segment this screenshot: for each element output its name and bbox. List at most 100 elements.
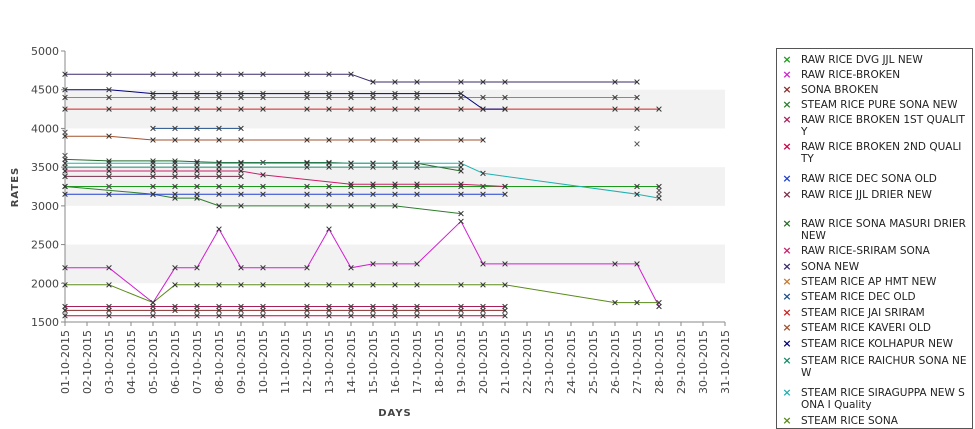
x-tick-label: 20-10-2015: [477, 330, 490, 394]
data-point: [62, 94, 68, 101]
data-point: [392, 181, 398, 187]
legend-label: STEAM RICE KOLHAPUR NEW: [801, 338, 954, 350]
data-point: [260, 282, 266, 288]
data-point: [348, 137, 354, 143]
legend-label: SONA BROKEN: [801, 84, 879, 96]
data-point: [260, 90, 266, 97]
data-point: [216, 106, 222, 112]
data-point: [370, 203, 376, 209]
data-point: [150, 125, 156, 132]
data-point: [62, 191, 68, 197]
data-point: [260, 106, 266, 112]
data-point: [370, 313, 376, 319]
legend-marker-icon: ×: [782, 321, 792, 334]
data-point: [304, 282, 310, 288]
data-point: [194, 191, 200, 197]
legend-label: STEAM RICE AP HMT NEW: [801, 276, 937, 288]
x-axis-ticks: 01-10-2015 02-10-2015 03-10-2015 04-10-2015…: [59, 322, 732, 394]
data-point: [612, 299, 618, 306]
data-point: [150, 158, 156, 164]
legend-label: RAW RICE BROKEN 1ST QUALITY: [801, 114, 965, 138]
series-line: [65, 220, 660, 307]
x-tick-label: 13-10-2015: [323, 330, 336, 394]
x-tick-label: 02-10-2015: [81, 330, 94, 394]
data-point: [216, 125, 222, 132]
data-point: [62, 71, 68, 77]
y-tick-label: 3000: [31, 200, 59, 213]
data-point: [238, 106, 244, 112]
data-point: [260, 265, 266, 271]
data-point: [172, 173, 178, 180]
data-point: [238, 303, 244, 310]
data-point: [106, 282, 112, 288]
y-tick-label: 3500: [31, 161, 59, 174]
data-point: [304, 303, 310, 310]
series-2: [62, 307, 508, 314]
legend-marker-icon: ×: [782, 386, 792, 399]
chart-legend: × RAW RICE DVG JJL NEW × RAW RICE-BROKEN × SO…: [776, 48, 973, 429]
data-point: [150, 313, 156, 319]
legend-label: STEAM RICE SIRAGUPPA NEW SONA I Quality: [801, 387, 965, 411]
data-point: [348, 90, 354, 97]
data-point: [238, 160, 244, 167]
data-point: [370, 303, 376, 310]
x-tick-label: 14-10-2015: [345, 330, 358, 394]
data-point: [414, 191, 420, 197]
data-point: [238, 265, 244, 271]
data-point: [458, 106, 464, 112]
data-point: [392, 203, 398, 209]
data-point: [304, 265, 310, 271]
legend-marker-icon: ×: [782, 53, 792, 66]
data-point: [414, 303, 420, 310]
data-point: [480, 191, 486, 197]
legend-marker-icon: ×: [782, 306, 792, 319]
data-point: [480, 79, 486, 85]
data-point: [106, 133, 112, 139]
data-point: [216, 191, 222, 197]
legend-marker-icon: ×: [782, 140, 792, 153]
y-tick-label: 5000: [31, 45, 59, 58]
data-point: [370, 181, 376, 187]
data-point: [612, 106, 618, 112]
data-point: [106, 183, 112, 190]
data-point: [194, 313, 200, 319]
legend-marker-icon: ×: [782, 217, 792, 230]
data-point: [150, 183, 156, 190]
data-point: [62, 313, 68, 319]
x-tick-label: 18-10-2015: [433, 330, 446, 394]
data-point: [150, 160, 156, 167]
series-3: [62, 183, 464, 217]
data-point: [238, 137, 244, 143]
x-tick-label: 01-10-2015: [59, 330, 72, 394]
data-point: [392, 106, 398, 112]
y-tick-label: 4000: [31, 122, 59, 135]
data-point: [348, 160, 354, 167]
series-14: [62, 133, 486, 143]
series-7: [62, 173, 244, 180]
data-point: [326, 226, 332, 232]
data-point: [304, 183, 310, 190]
legend-label: STEAM RICE RAICHUR SONA NEW: [801, 355, 967, 379]
data-point: [392, 90, 398, 97]
data-point: [216, 303, 222, 310]
data-point: [656, 106, 662, 112]
data-point: [238, 191, 244, 197]
data-point: [392, 183, 398, 190]
series-10: [62, 71, 640, 85]
data-point: [304, 71, 310, 77]
data-point: [260, 172, 266, 178]
data-point: [194, 282, 200, 288]
data-point: [106, 94, 112, 101]
data-point: [194, 173, 200, 180]
x-tick-label: 24-10-2015: [565, 330, 578, 394]
data-point: [238, 313, 244, 319]
legend-label: STEAM RICE SONA: [801, 415, 898, 427]
data-point: [634, 94, 640, 101]
data-point: [392, 79, 398, 85]
data-point: [106, 86, 112, 93]
data-point: [414, 137, 420, 143]
series-6: [62, 191, 508, 197]
data-point: [260, 303, 266, 310]
data-point: [172, 90, 178, 97]
series-17: [62, 160, 662, 201]
